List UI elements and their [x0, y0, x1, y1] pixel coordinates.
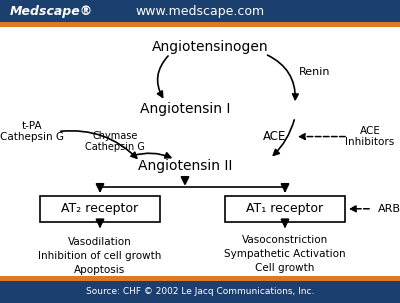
Text: t-PA
Cathepsin G: t-PA Cathepsin G	[0, 121, 64, 142]
Text: Medscape®: Medscape®	[10, 5, 93, 18]
Bar	[0, 281, 400, 303]
FancyBboxPatch shape	[40, 196, 160, 222]
Text: Angiotensinogen: Angiotensinogen	[152, 40, 268, 54]
Text: Angiotensin I: Angiotensin I	[140, 102, 230, 116]
Bar	[0, 276, 400, 281]
Text: AT₂ receptor: AT₂ receptor	[62, 202, 138, 215]
Text: Angiotensin II: Angiotensin II	[138, 159, 232, 173]
Bar	[0, 22, 400, 27]
Text: ARBs: ARBs	[378, 204, 400, 214]
Text: Vasodilation
Inhibition of cell growth
Apoptosis: Vasodilation Inhibition of cell growth A…	[38, 237, 162, 275]
Text: AT₁ receptor: AT₁ receptor	[246, 202, 324, 215]
Text: Vasoconstriction
Sympathetic Activation
Cell growth
Sodium and fluid retention: Vasoconstriction Sympathetic Activation …	[215, 235, 355, 287]
Text: Renin: Renin	[299, 67, 331, 77]
Text: ACE
Inhibitors: ACE Inhibitors	[345, 126, 395, 147]
Text: Chymase
Cathepsin G: Chymase Cathepsin G	[85, 131, 145, 152]
Text: Source: CHF © 2002 Le Jacq Communications, Inc.: Source: CHF © 2002 Le Jacq Communication…	[86, 288, 314, 297]
Text: www.medscape.com: www.medscape.com	[136, 5, 264, 18]
FancyBboxPatch shape	[225, 196, 345, 222]
Text: ACE: ACE	[263, 130, 287, 143]
Bar	[0, 0, 400, 22]
